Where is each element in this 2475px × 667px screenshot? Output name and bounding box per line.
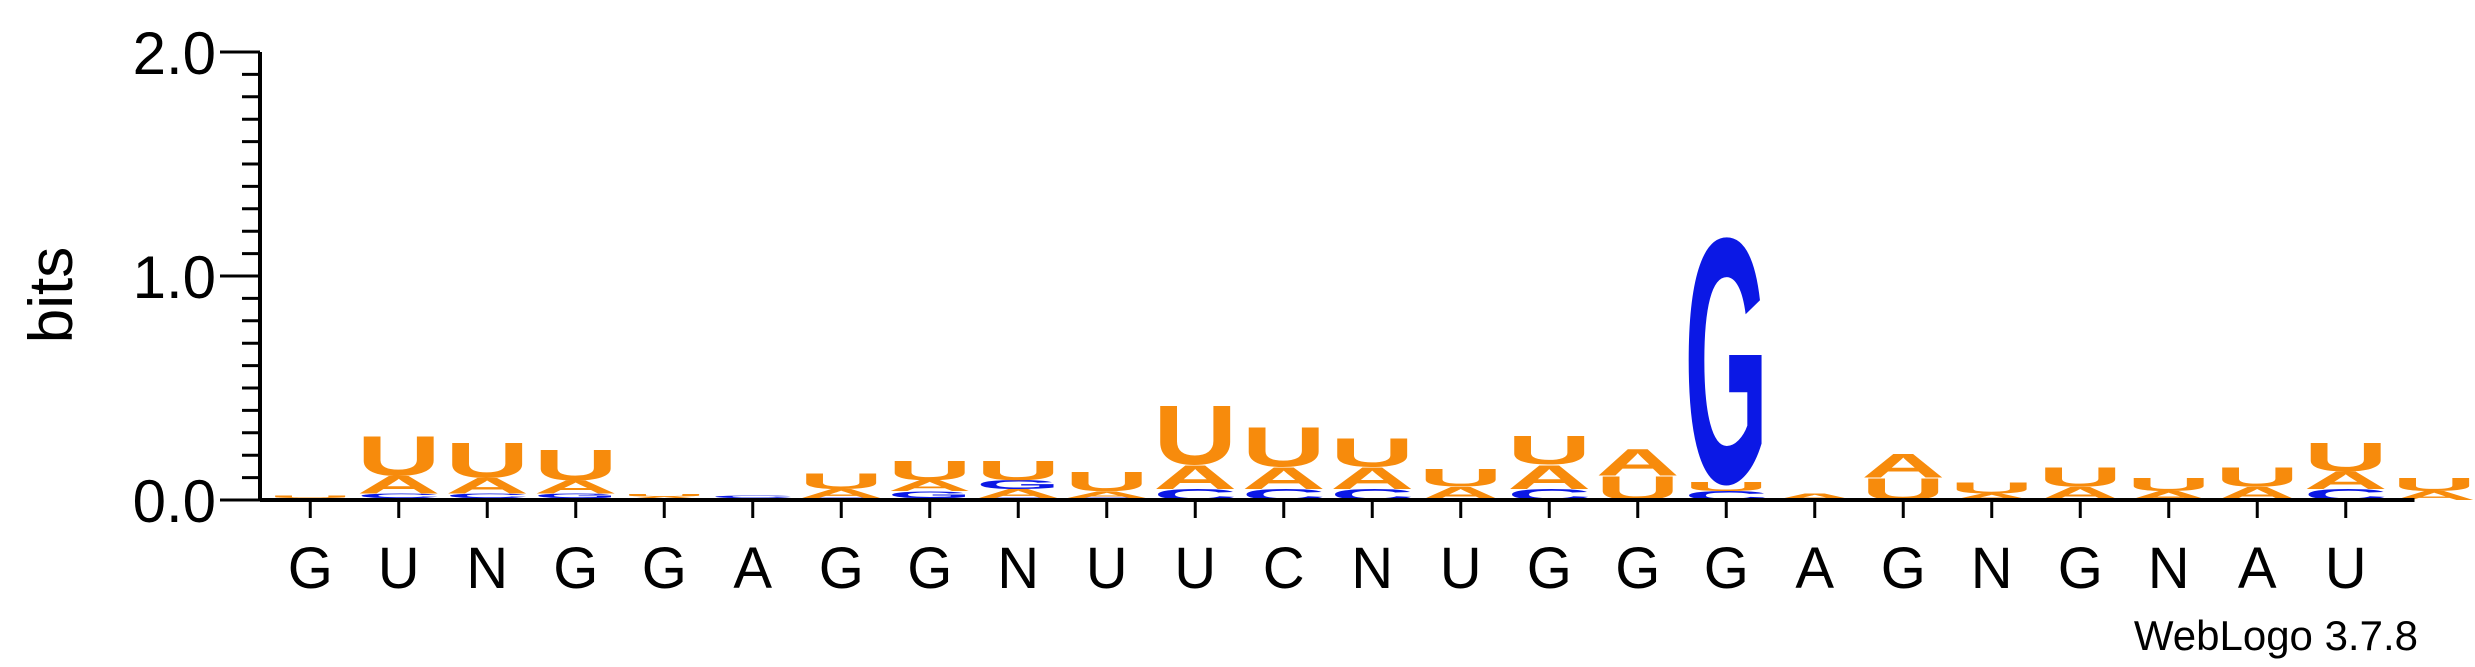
logo-letter-u: U [1507, 428, 1591, 473]
x-tick-label: G [1527, 536, 1572, 601]
logo-letter-u: U [445, 432, 529, 488]
x-tick-label: N [2148, 536, 2190, 601]
logo-letter-a: A [799, 487, 883, 501]
logo-letter-a: A [1507, 458, 1591, 497]
logo-letter-u: U [2392, 474, 2475, 495]
logo-letter-a: A [1861, 446, 1945, 485]
y-axis-label: bits [17, 247, 86, 343]
x-tick-label: C [1263, 536, 1305, 601]
x-tick-label: U [1440, 536, 1482, 601]
logo-letter-a: A [534, 477, 618, 498]
x-tick-label: A [2238, 536, 2277, 601]
logo-letter-u: U [2038, 461, 2122, 493]
logo-letter-a: A [888, 477, 972, 494]
logo-letter-g: G [976, 478, 1060, 492]
logo-letter-u: U [2127, 474, 2211, 495]
logo-letter-u: U [799, 469, 883, 494]
x-tick-label: N [997, 536, 1039, 601]
logo-letter-u: U [357, 425, 441, 487]
x-tick-label: N [1351, 536, 1393, 601]
x-tick-label: U [1086, 536, 1128, 601]
logo-letter-c: C [445, 492, 529, 499]
logo-letter-u: U [2304, 435, 2388, 480]
logo-letter-a: A [445, 474, 529, 499]
x-tick-label: G [2058, 536, 2103, 601]
logo-letter-a: A [1330, 461, 1414, 496]
x-tick-label: G [288, 536, 333, 601]
logo-letter-u: U [268, 495, 352, 498]
logo-letter-a: A [976, 487, 1060, 501]
logo-letter-g: G [534, 492, 618, 499]
logo-letter-u: U [976, 454, 1060, 486]
x-tick-label: A [1795, 536, 1834, 601]
x-tick-label: G [1704, 536, 1749, 601]
x-tick-label: G [1881, 536, 1926, 601]
x-tick-label: U [378, 536, 420, 601]
logo-letter-u: U [1153, 388, 1237, 483]
x-tick-label: G [1615, 536, 1660, 601]
y-ticks: 0.0 1.0 2.0 [133, 20, 260, 535]
x-tick-label: G [819, 536, 864, 601]
logo-letter-u: U [1065, 465, 1149, 497]
y-tick-label: 1.0 [133, 244, 216, 311]
logo-letter-a: A [1596, 442, 1680, 484]
logo-letter-u: U [622, 494, 706, 497]
logo-letter-u: U [1330, 430, 1414, 475]
y-tick-label: 0.0 [133, 468, 216, 535]
logo-letter-c: C [357, 492, 441, 499]
x-tick-label: G [553, 536, 598, 601]
x-tick-label: N [1971, 536, 2013, 601]
logo-letter-u: U [1419, 464, 1503, 492]
logo-letter-g: G [1684, 165, 1768, 557]
logo-letter-u: U [1684, 480, 1768, 494]
x-tick-label: G [642, 536, 687, 601]
logo-letter-u: U [888, 454, 972, 486]
logo-letter-c: C [711, 495, 795, 498]
logo-letter-a: A [2304, 466, 2388, 494]
y-tick-label: 2.0 [133, 20, 216, 87]
logo-letter-a: A [1065, 489, 1149, 499]
logo-letter-u: U [1242, 416, 1326, 478]
logo-letter-a: A [622, 496, 706, 499]
x-tick-label: N [466, 536, 508, 601]
logo-letter-a: A [1242, 461, 1326, 496]
logo-letter-a: A [1773, 492, 1857, 502]
logo-letter-a: A [1153, 458, 1237, 497]
x-tick-label: G [907, 536, 952, 601]
logo-letter-a: A [1950, 492, 2034, 502]
weblogo-credit: WebLogo 3.7.8 [2134, 612, 2418, 659]
x-tick-label: U [2325, 536, 2367, 601]
x-tick-label: U [1174, 536, 1216, 601]
logo-letter-a: A [357, 471, 441, 499]
x-tick-label: A [733, 536, 772, 601]
logo-letter-u: U [534, 441, 618, 490]
logo-letter-u: U [1950, 479, 2034, 496]
logo-letter-g: G [888, 489, 972, 499]
logo-letter-u: U [2215, 461, 2299, 493]
